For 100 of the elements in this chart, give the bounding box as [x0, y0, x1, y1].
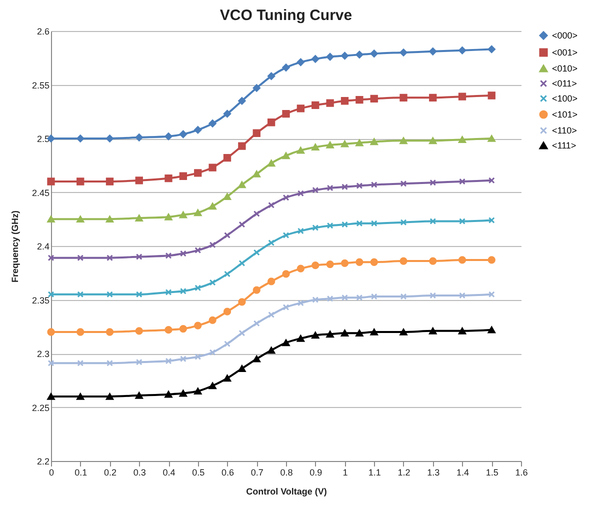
point — [194, 388, 202, 395]
point — [180, 250, 186, 257]
point — [370, 293, 378, 300]
point — [326, 260, 334, 268]
point — [194, 354, 202, 360]
point — [430, 218, 436, 224]
point — [430, 292, 436, 299]
point — [76, 178, 84, 186]
point — [77, 291, 84, 298]
point — [312, 332, 320, 339]
point — [77, 254, 84, 262]
x-tick-label: 0 — [48, 468, 54, 478]
point — [458, 92, 466, 100]
point — [370, 220, 378, 227]
point — [209, 349, 216, 356]
y-tick-label: 2.6 — [36, 26, 50, 36]
point — [297, 190, 304, 197]
x-tick-label: 1.1 — [368, 468, 381, 478]
point — [282, 270, 290, 278]
point — [208, 202, 216, 210]
x-tick-label: 0.9 — [310, 468, 322, 478]
point — [179, 172, 188, 180]
point — [297, 300, 304, 306]
x-tick-label: 1.3 — [427, 468, 440, 478]
point — [164, 174, 172, 182]
point — [179, 324, 188, 333]
point — [223, 374, 232, 382]
point — [252, 286, 260, 294]
point — [282, 194, 290, 201]
point — [208, 164, 216, 172]
point — [165, 358, 172, 364]
point — [76, 134, 84, 142]
point — [340, 97, 349, 105]
point — [77, 360, 84, 366]
point — [135, 214, 143, 222]
point — [429, 328, 437, 334]
point — [76, 216, 84, 223]
point — [400, 293, 407, 300]
point — [356, 96, 364, 104]
point — [238, 221, 246, 228]
point — [312, 262, 320, 270]
x-tick-label: 0.6 — [221, 468, 234, 478]
point — [267, 346, 276, 354]
x-tick-label: 1.2 — [398, 468, 410, 478]
point — [400, 180, 407, 187]
point — [224, 340, 230, 348]
point — [400, 48, 408, 56]
point — [267, 118, 276, 126]
point — [488, 92, 496, 100]
point — [296, 146, 305, 154]
point — [238, 260, 246, 266]
point — [400, 257, 408, 265]
y-tick-label: 2.2 — [36, 456, 50, 466]
point — [136, 291, 142, 298]
point — [252, 129, 260, 137]
legend-label: <111> — [552, 140, 576, 150]
point — [342, 184, 348, 190]
legend-label: <101> — [552, 110, 578, 120]
point — [312, 186, 319, 194]
point — [238, 97, 246, 105]
point — [356, 220, 363, 227]
legend-label: <001> — [552, 48, 578, 58]
point — [326, 184, 334, 192]
point — [106, 254, 113, 262]
point — [268, 240, 275, 246]
point — [268, 202, 275, 208]
point — [223, 154, 232, 162]
point — [356, 182, 363, 190]
point — [370, 138, 378, 146]
point — [106, 216, 114, 223]
point — [238, 298, 246, 306]
point — [429, 48, 437, 56]
x-tick-label: 0.4 — [162, 468, 176, 478]
point — [400, 137, 408, 144]
point — [296, 58, 305, 66]
point — [136, 254, 142, 260]
point — [356, 294, 363, 301]
x-tick-label: 0.3 — [133, 468, 146, 478]
point — [194, 284, 202, 292]
x-tick-label: 1 — [342, 468, 348, 478]
legend-label: <000> — [552, 30, 578, 40]
point — [180, 288, 186, 294]
y-tick-label: 2.25 — [32, 402, 50, 413]
point — [370, 258, 378, 266]
point — [164, 214, 172, 220]
x-tick-label: 0.2 — [104, 468, 117, 478]
point — [135, 176, 143, 184]
point — [400, 328, 408, 336]
point — [312, 224, 319, 231]
point — [253, 210, 260, 217]
point — [164, 132, 172, 140]
point — [356, 258, 364, 266]
point — [458, 328, 466, 334]
point — [488, 256, 496, 264]
point — [252, 84, 260, 92]
point — [47, 393, 55, 400]
point — [326, 222, 334, 229]
point — [252, 170, 260, 178]
point — [342, 294, 348, 301]
point — [458, 46, 466, 54]
